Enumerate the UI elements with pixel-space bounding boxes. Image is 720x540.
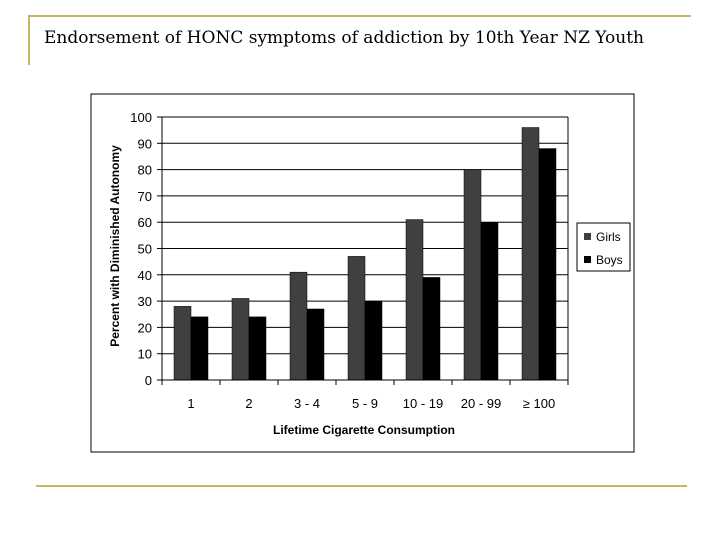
legend-label-boys: Boys	[596, 253, 623, 267]
bar-boys-5	[480, 221, 499, 381]
bar-boys-3	[364, 300, 383, 381]
y-tick-label-0: 0	[145, 373, 152, 388]
y-tick-label-70: 70	[138, 189, 152, 204]
y-tick-label-40: 40	[138, 268, 152, 283]
y-tick-label-30: 30	[138, 294, 152, 309]
slide-title: Endorsement of HONC symptoms of addictio…	[44, 28, 644, 48]
bar-boys-1	[248, 316, 267, 381]
bar-boys-0	[190, 316, 209, 381]
x-tick-label-3: 5 - 9	[352, 396, 378, 411]
y-tick-label-50: 50	[138, 242, 152, 257]
x-axis-label: Lifetime Cigarette Consumption	[273, 423, 455, 437]
y-tick-label-10: 10	[138, 347, 152, 362]
bars-group	[173, 127, 557, 381]
axes-group: 0 10 20 30 40 50 60 70 80 90 100 1 2 3 - 4 5 - 9 10 - 1…	[130, 110, 569, 411]
bar-boys-6	[538, 148, 557, 381]
bar-girls-1	[231, 298, 250, 381]
bar-girls-0	[173, 306, 192, 381]
x-tick-label-0: 1	[187, 396, 194, 411]
x-tick-label-1: 2	[245, 396, 252, 411]
y-tick-label-100: 100	[130, 110, 152, 125]
bar-boys-4	[422, 277, 441, 381]
bottom-accent-rule	[36, 485, 687, 487]
x-tick-label-5: 20 - 99	[461, 396, 501, 411]
x-tick-label-6: ≥ 100	[523, 396, 555, 411]
bar-girls-2	[289, 271, 308, 381]
bar-girls-6	[521, 127, 540, 381]
y-tick-label-90: 90	[138, 136, 152, 151]
legend: Girls Boys	[576, 222, 631, 272]
y-tick-label-20: 20	[138, 320, 152, 335]
legend-swatch-boys	[584, 256, 591, 263]
legend-label-girls: Girls	[596, 230, 621, 244]
bar-girls-4	[405, 219, 424, 381]
x-tick-label-4: 10 - 19	[403, 396, 443, 411]
bar-girls-3	[347, 256, 366, 381]
x-tick-label-2: 3 - 4	[294, 396, 320, 411]
title-accent-rule-top	[28, 15, 691, 17]
y-tick-label-60: 60	[138, 215, 152, 230]
legend-swatch-girls	[584, 233, 591, 240]
title-accent-rule-left	[28, 15, 30, 65]
y-tick-label-80: 80	[138, 163, 152, 178]
bar-girls-5	[463, 169, 482, 381]
y-axis-label: Percent with Diminished Autonomy	[108, 145, 122, 347]
bar-boys-2	[306, 308, 325, 381]
